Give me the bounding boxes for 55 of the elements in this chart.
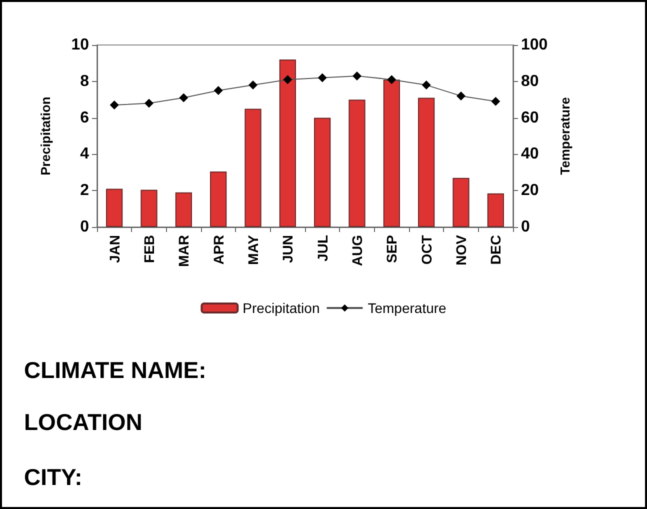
legend-label: Precipitation — [242, 300, 320, 316]
x-tick-label: JUN — [280, 235, 296, 264]
y2-tick-label: 100 — [521, 36, 548, 54]
bar — [244, 108, 262, 227]
point — [318, 73, 327, 82]
point — [491, 96, 500, 106]
bar — [175, 192, 192, 227]
point — [387, 75, 396, 84]
point — [214, 86, 223, 95]
y-tick-label: 8 — [80, 72, 90, 90]
y-tick-label: 0 — [80, 218, 90, 236]
x-tick-label: FEB — [141, 235, 157, 263]
x-tick-label: JUL — [314, 234, 330, 262]
bar — [210, 171, 227, 227]
y2-tick-label: 80 — [521, 72, 539, 90]
x-tick-label: OCT — [418, 234, 434, 265]
text: LOCATION — [24, 409, 142, 436]
bar — [487, 193, 504, 227]
point — [422, 80, 431, 90]
bar — [348, 100, 366, 227]
bar — [418, 98, 435, 227]
y2-axis-title: Temperature — [558, 97, 573, 175]
legend-label: Temperature — [368, 300, 447, 316]
point — [352, 71, 362, 80]
x-tick-label: DEC — [488, 235, 504, 265]
point — [110, 100, 119, 110]
bar — [140, 190, 158, 227]
x-tick-label: JAN — [106, 235, 122, 264]
y2-tick-label: 60 — [521, 109, 539, 126]
x-tick-label: APR — [210, 235, 226, 265]
point — [248, 80, 258, 90]
x-tick-label: MAR — [176, 235, 192, 267]
x-tick-label: NOV — [453, 234, 469, 266]
text: CITY: — [24, 464, 82, 491]
x-tick-label: AUG — [349, 234, 365, 266]
y2-tick-label: 40 — [521, 146, 539, 163]
bar — [279, 60, 296, 227]
y2-tick-label: 20 — [521, 182, 539, 200]
y-tick-label: 10 — [71, 36, 90, 54]
bar — [452, 178, 470, 227]
bar — [383, 80, 400, 227]
point — [144, 98, 154, 108]
point — [283, 75, 292, 84]
point — [179, 93, 188, 102]
point — [456, 91, 466, 100]
bar — [314, 118, 331, 227]
y-axis-title: Precipitation — [38, 96, 53, 176]
y-tick-label: 2 — [80, 182, 90, 200]
y-tick-label: 4 — [80, 146, 90, 163]
x-tick-label: MAY — [245, 234, 261, 265]
x-tick-label: SEP — [384, 235, 400, 264]
y2-tick-label: 0 — [521, 218, 530, 236]
bar — [106, 188, 123, 227]
text: CLIMATE NAME: — [24, 357, 206, 384]
y-tick-label: 6 — [80, 109, 90, 126]
